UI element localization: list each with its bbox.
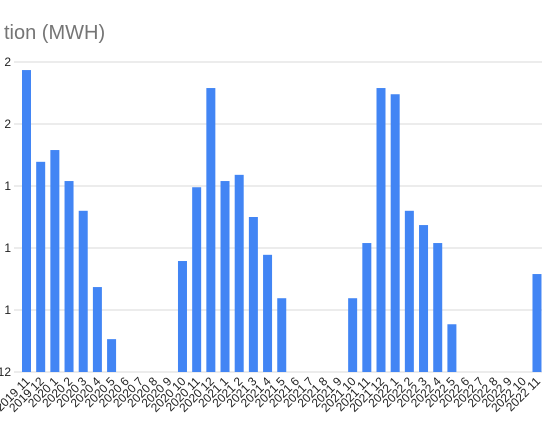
bar [263, 254, 273, 372]
bar [248, 217, 258, 372]
bar [50, 150, 60, 372]
bar [362, 243, 372, 372]
bar [390, 94, 400, 373]
bar [78, 210, 88, 372]
bar [220, 181, 230, 372]
bar [22, 70, 31, 372]
bar [419, 225, 429, 372]
bar [192, 187, 202, 372]
bar [64, 181, 74, 372]
y-tick-label: 2 [4, 117, 11, 131]
bar [277, 298, 287, 372]
y-tick-label: 1 [4, 303, 11, 317]
bar [234, 174, 244, 372]
y-tick-label: 12 [0, 365, 11, 379]
bar [532, 274, 542, 372]
bar [447, 324, 457, 372]
y-tick-label: 2 [4, 55, 11, 69]
bar [206, 88, 216, 372]
bar [177, 261, 187, 372]
bar [376, 88, 386, 372]
bar [107, 339, 117, 372]
bar [36, 161, 46, 372]
chart-title: tion (MWH) [4, 22, 105, 44]
bar [348, 298, 358, 372]
y-tick-label: 1 [4, 179, 11, 193]
bar [404, 210, 414, 372]
bar [92, 287, 102, 372]
bar [433, 243, 443, 372]
y-tick-label: 1 [4, 241, 11, 255]
